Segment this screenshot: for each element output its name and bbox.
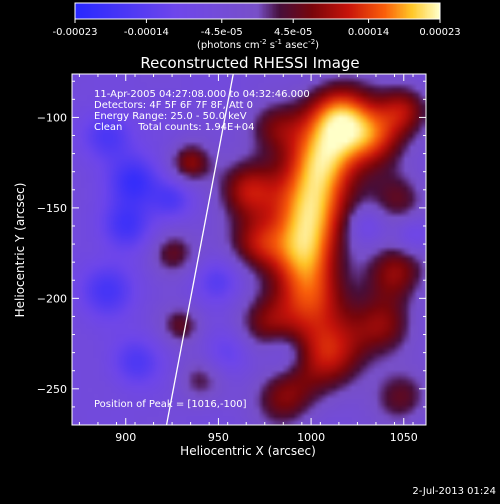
colorbar-ticks: -0.00023 -0.00014 -4.5e-05 4.5e-05 0.00014 0.…: [53, 19, 461, 38]
heatmap-image: [72, 74, 426, 425]
colorbar-tick-label: -0.00014: [124, 27, 169, 38]
colorbar: -0.00023 -0.00014 -4.5e-05 4.5e-05 0.00014 0.…: [53, 2, 461, 51]
info-line-time: 11-Apr-2005 04:27:08.000 to 04:32:46.000: [94, 89, 310, 100]
colorbar-unit-label: (photons cm-2 s-1 asec-2): [197, 38, 319, 51]
info-line-energy: Energy Range: 25.0 - 50.0 keV: [94, 111, 247, 122]
x-axis-title: Heliocentric X (arcsec): [180, 444, 316, 458]
y-tick-label: −200: [37, 292, 67, 305]
info-line-counts: Clean Total counts: 1.94E+04: [94, 122, 254, 133]
timestamp: 2-Jul-2013 01:24: [412, 486, 496, 497]
peak-position-label: Position of Peak = [1016,-100]: [94, 399, 247, 410]
plot-frame: [71, 73, 427, 426]
x-tick-label: 950: [208, 431, 229, 444]
colorbar-frame: [74, 2, 441, 20]
colorbar-tick-label: 4.5e-05: [274, 27, 312, 38]
x-tick-label: 900: [115, 431, 136, 444]
plot-title: Reconstructed RHESSI Image: [140, 54, 359, 72]
colorbar-tick-label: -4.5e-05: [201, 27, 243, 38]
colorbar-tick-label: 0.00014: [348, 27, 389, 38]
colorbar-gradient: [75, 3, 440, 19]
y-tick-label: −100: [37, 111, 67, 124]
y-tick-label: −150: [37, 202, 67, 215]
x-tick-label: 1050: [390, 431, 418, 444]
axes: 900 950 1000 1050 −100 −150 −200 −250: [37, 74, 426, 444]
colorbar-tick-label: -0.00023: [53, 27, 98, 38]
x-tick-label: 1000: [297, 431, 325, 444]
y-axis-title: Heliocentric Y (arcsec): [13, 183, 27, 318]
info-block: 11-Apr-2005 04:27:08.000 to 04:32:46.000…: [94, 89, 310, 133]
colorbar-tick-label: 0.00023: [419, 27, 460, 38]
info-line-detectors: Detectors: 4F 5F 6F 7F 8F, Att 0: [94, 100, 253, 111]
y-tick-label: −250: [37, 383, 67, 396]
solar-limb-line: [165, 74, 234, 425]
